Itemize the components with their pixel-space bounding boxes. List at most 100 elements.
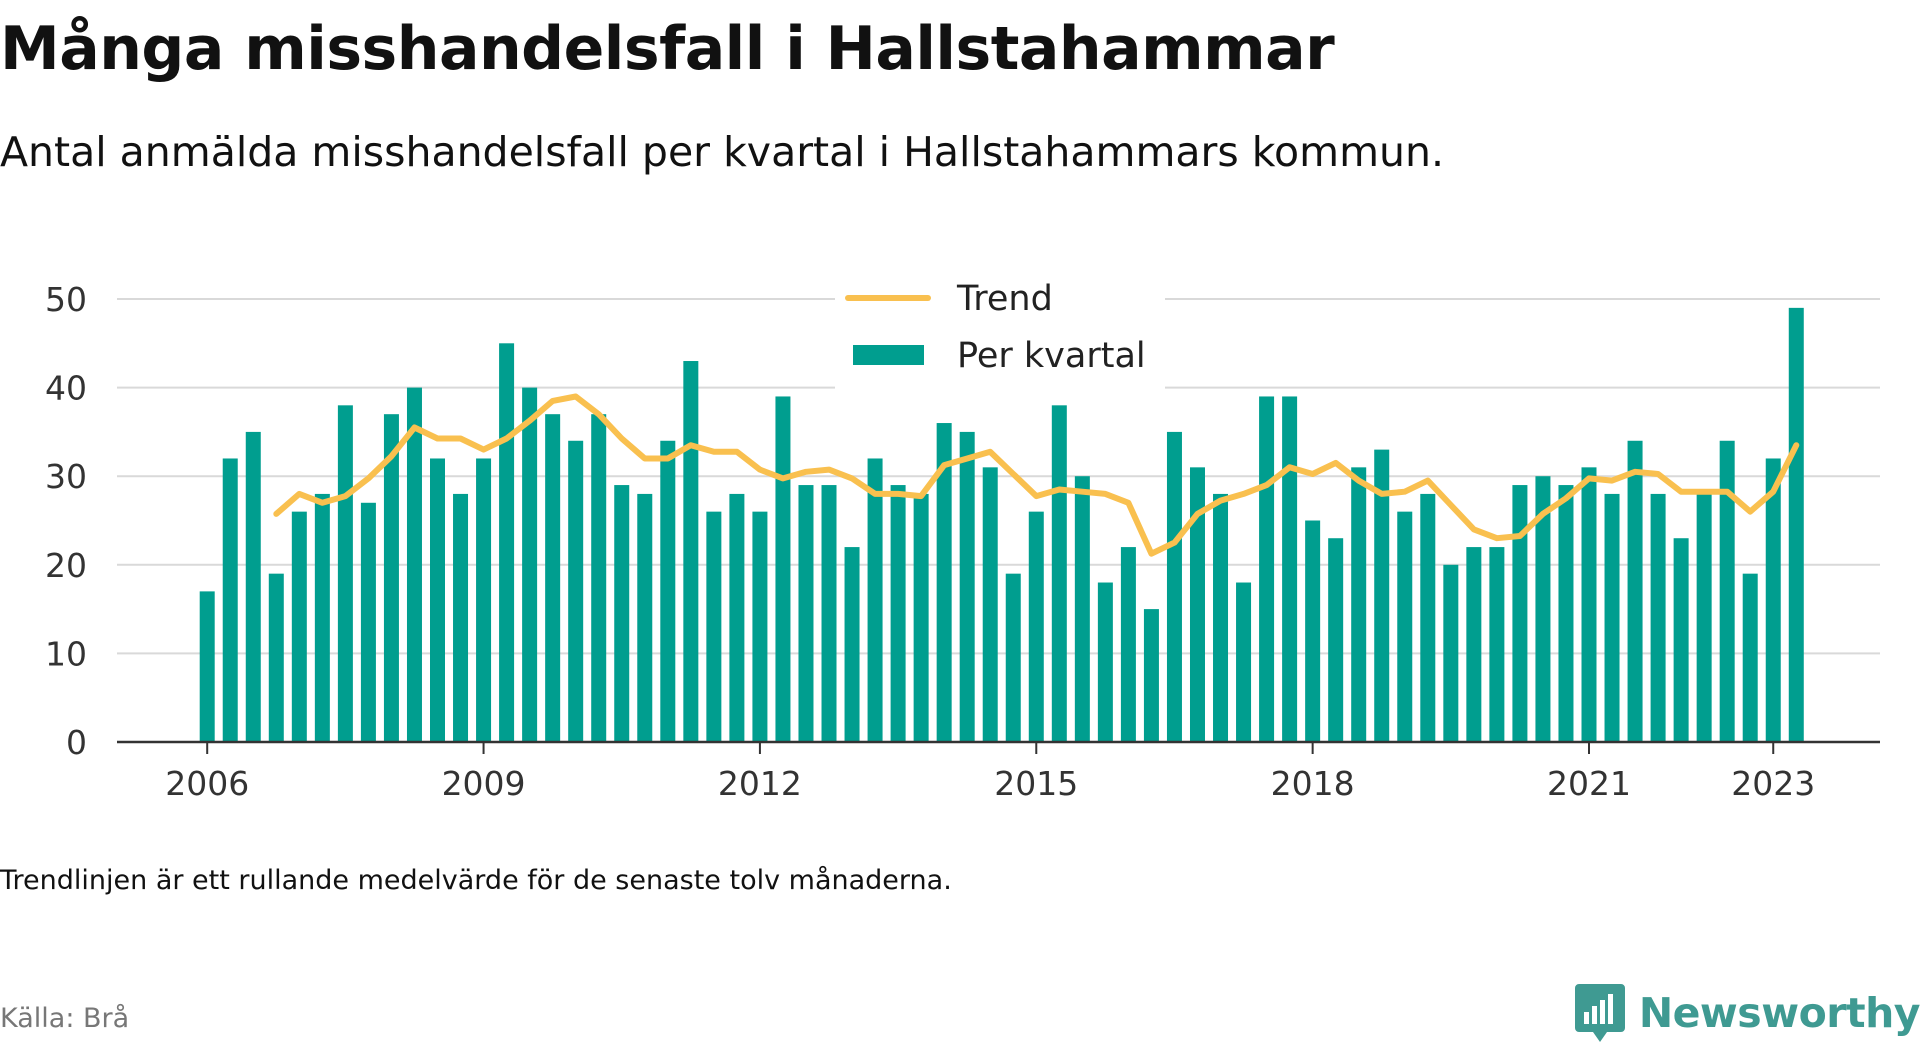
bars — [199, 307, 1804, 742]
bar — [314, 493, 330, 742]
bar — [1397, 511, 1413, 742]
brand-logo: Newsworthy — [1574, 984, 1920, 1042]
bar — [1696, 493, 1712, 742]
bar — [1097, 582, 1113, 742]
bar — [1765, 458, 1781, 742]
bar — [1788, 307, 1804, 742]
bar — [1627, 440, 1643, 742]
bar — [936, 423, 952, 742]
x-tick-label: 2006 — [165, 764, 249, 803]
trend-line — [273, 393, 1800, 557]
bar — [568, 440, 584, 742]
bar — [637, 493, 653, 742]
source-label: Källa: Brå — [0, 1003, 130, 1034]
bar — [1535, 476, 1551, 742]
bar — [1074, 476, 1090, 742]
legend-background — [835, 288, 1165, 400]
y-tick-label: 20 — [45, 546, 87, 585]
bar — [360, 502, 376, 742]
bar — [1466, 547, 1482, 742]
x-tick-label: 2023 — [1731, 764, 1815, 803]
bar — [1489, 547, 1505, 742]
bar — [406, 387, 422, 742]
bar — [1351, 467, 1367, 742]
x-tick-label: 2012 — [718, 764, 802, 803]
bar — [268, 573, 284, 742]
bar — [614, 485, 630, 742]
bar — [729, 493, 745, 742]
bar — [1120, 547, 1136, 742]
bar — [706, 511, 722, 742]
bar — [660, 440, 676, 742]
x-tick-label: 2015 — [994, 764, 1078, 803]
bar — [430, 458, 445, 742]
bar — [821, 485, 837, 742]
bar — [1673, 538, 1689, 742]
bar — [1236, 582, 1252, 742]
bar — [1143, 609, 1159, 742]
bar — [245, 431, 261, 742]
y-tick-label: 40 — [45, 369, 87, 408]
bar — [1512, 485, 1528, 742]
bar — [959, 431, 975, 742]
chart-subtitle: Antal anmälda misshandelsfall per kvarta… — [0, 128, 1445, 176]
bar — [775, 396, 791, 742]
x-tick-label: 2021 — [1547, 764, 1631, 803]
bar — [1742, 573, 1758, 742]
bar — [867, 458, 883, 742]
chart-title: Många misshandelsfall i Hallstahammar — [0, 14, 1335, 84]
bar — [913, 493, 929, 742]
bar — [1328, 538, 1344, 742]
bar — [1374, 449, 1390, 742]
bar — [1420, 493, 1436, 742]
bar — [337, 405, 353, 742]
bar — [522, 387, 538, 742]
bar — [476, 458, 492, 742]
bar — [844, 547, 860, 742]
x-tick-label: 2009 — [442, 764, 526, 803]
bar — [222, 458, 238, 742]
legend: Trend Per kvartal — [835, 279, 1165, 400]
bar — [752, 511, 768, 742]
bar — [890, 485, 906, 742]
bar — [1166, 431, 1182, 742]
bar — [1259, 396, 1275, 742]
y-tick-label: 30 — [45, 457, 87, 496]
bar — [199, 591, 215, 742]
bar — [1051, 405, 1067, 742]
legend-trend-label: Trend — [956, 279, 1053, 319]
bar — [1581, 467, 1597, 742]
bar — [798, 485, 814, 742]
bar — [545, 414, 561, 742]
chart-note: Trendlinjen är ett rullande medelvärde f… — [0, 865, 952, 896]
bar — [1558, 485, 1574, 742]
legend-bar-swatch — [853, 345, 924, 365]
bar — [982, 467, 998, 742]
y-tick-label: 0 — [66, 723, 87, 762]
bar — [1005, 573, 1021, 742]
bar — [453, 493, 469, 742]
bar — [1604, 493, 1620, 742]
bar — [1650, 493, 1666, 742]
bar — [1443, 564, 1459, 742]
bar — [499, 343, 515, 742]
bar — [1305, 520, 1321, 742]
y-tick-label: 10 — [45, 634, 87, 673]
bar — [383, 414, 399, 742]
bar — [683, 361, 699, 742]
bar — [291, 511, 307, 742]
bar — [591, 414, 607, 742]
legend-bar-label: Per kvartal — [957, 336, 1146, 376]
bar — [1213, 493, 1229, 742]
bar — [1028, 511, 1044, 742]
bar — [1282, 396, 1298, 742]
trend-line-group — [273, 393, 1800, 557]
y-tick-label: 50 — [45, 280, 87, 319]
x-tick-label: 2018 — [1271, 764, 1355, 803]
axes: 0 10 20 30 40 50 2006 2009 2012 2015 2018 2021 2023 — [45, 280, 1880, 803]
newsworthy-logo-icon — [1574, 984, 1625, 1042]
bar — [1719, 440, 1735, 742]
chart-area: 0 10 20 30 40 50 2006 2009 2012 2015 2018 2021 2023 … — [0, 260, 1920, 820]
bar — [1189, 467, 1205, 742]
